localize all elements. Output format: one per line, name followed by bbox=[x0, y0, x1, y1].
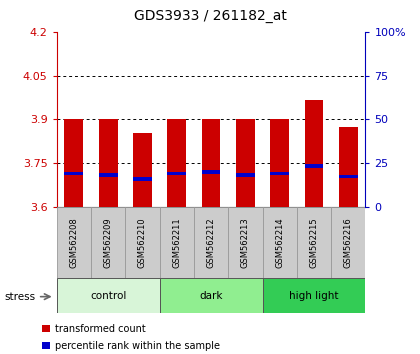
Bar bbox=[57, 207, 91, 278]
Text: GSM562209: GSM562209 bbox=[104, 217, 113, 268]
Text: GSM562212: GSM562212 bbox=[207, 217, 215, 268]
Bar bbox=[99, 120, 118, 207]
Bar bbox=[236, 120, 255, 207]
Text: GDS3933 / 261182_at: GDS3933 / 261182_at bbox=[134, 9, 286, 23]
Text: control: control bbox=[90, 291, 126, 301]
Bar bbox=[270, 172, 289, 175]
Text: GSM562214: GSM562214 bbox=[275, 217, 284, 268]
Bar bbox=[304, 101, 323, 207]
Bar bbox=[42, 325, 50, 332]
Bar bbox=[339, 127, 358, 207]
Text: stress: stress bbox=[4, 292, 35, 302]
Text: GSM562216: GSM562216 bbox=[344, 217, 353, 268]
Bar bbox=[236, 173, 255, 177]
Text: GSM562211: GSM562211 bbox=[172, 217, 181, 268]
Bar bbox=[167, 120, 186, 207]
Bar bbox=[160, 278, 262, 313]
Text: GSM562210: GSM562210 bbox=[138, 217, 147, 268]
Text: GSM562208: GSM562208 bbox=[69, 217, 79, 268]
Bar bbox=[202, 120, 220, 207]
Bar bbox=[99, 173, 118, 177]
Text: percentile rank within the sample: percentile rank within the sample bbox=[55, 341, 220, 350]
Text: dark: dark bbox=[200, 291, 223, 301]
Bar bbox=[160, 207, 194, 278]
Bar bbox=[133, 177, 152, 181]
Bar bbox=[91, 207, 125, 278]
Text: transformed count: transformed count bbox=[55, 324, 145, 333]
Bar bbox=[125, 207, 160, 278]
Bar bbox=[64, 120, 83, 207]
Bar bbox=[304, 164, 323, 168]
Bar bbox=[202, 170, 220, 174]
Bar bbox=[262, 207, 297, 278]
Bar bbox=[194, 207, 228, 278]
Bar bbox=[57, 278, 160, 313]
Bar bbox=[297, 207, 331, 278]
Text: high light: high light bbox=[289, 291, 339, 301]
Bar bbox=[133, 133, 152, 207]
Bar bbox=[339, 175, 358, 178]
Bar bbox=[64, 172, 83, 175]
Text: GSM562215: GSM562215 bbox=[310, 217, 318, 268]
Text: GSM562213: GSM562213 bbox=[241, 217, 250, 268]
Bar bbox=[270, 120, 289, 207]
Bar bbox=[167, 172, 186, 175]
Bar bbox=[228, 207, 262, 278]
Bar bbox=[262, 278, 365, 313]
Bar bbox=[42, 342, 50, 349]
Bar bbox=[331, 207, 365, 278]
